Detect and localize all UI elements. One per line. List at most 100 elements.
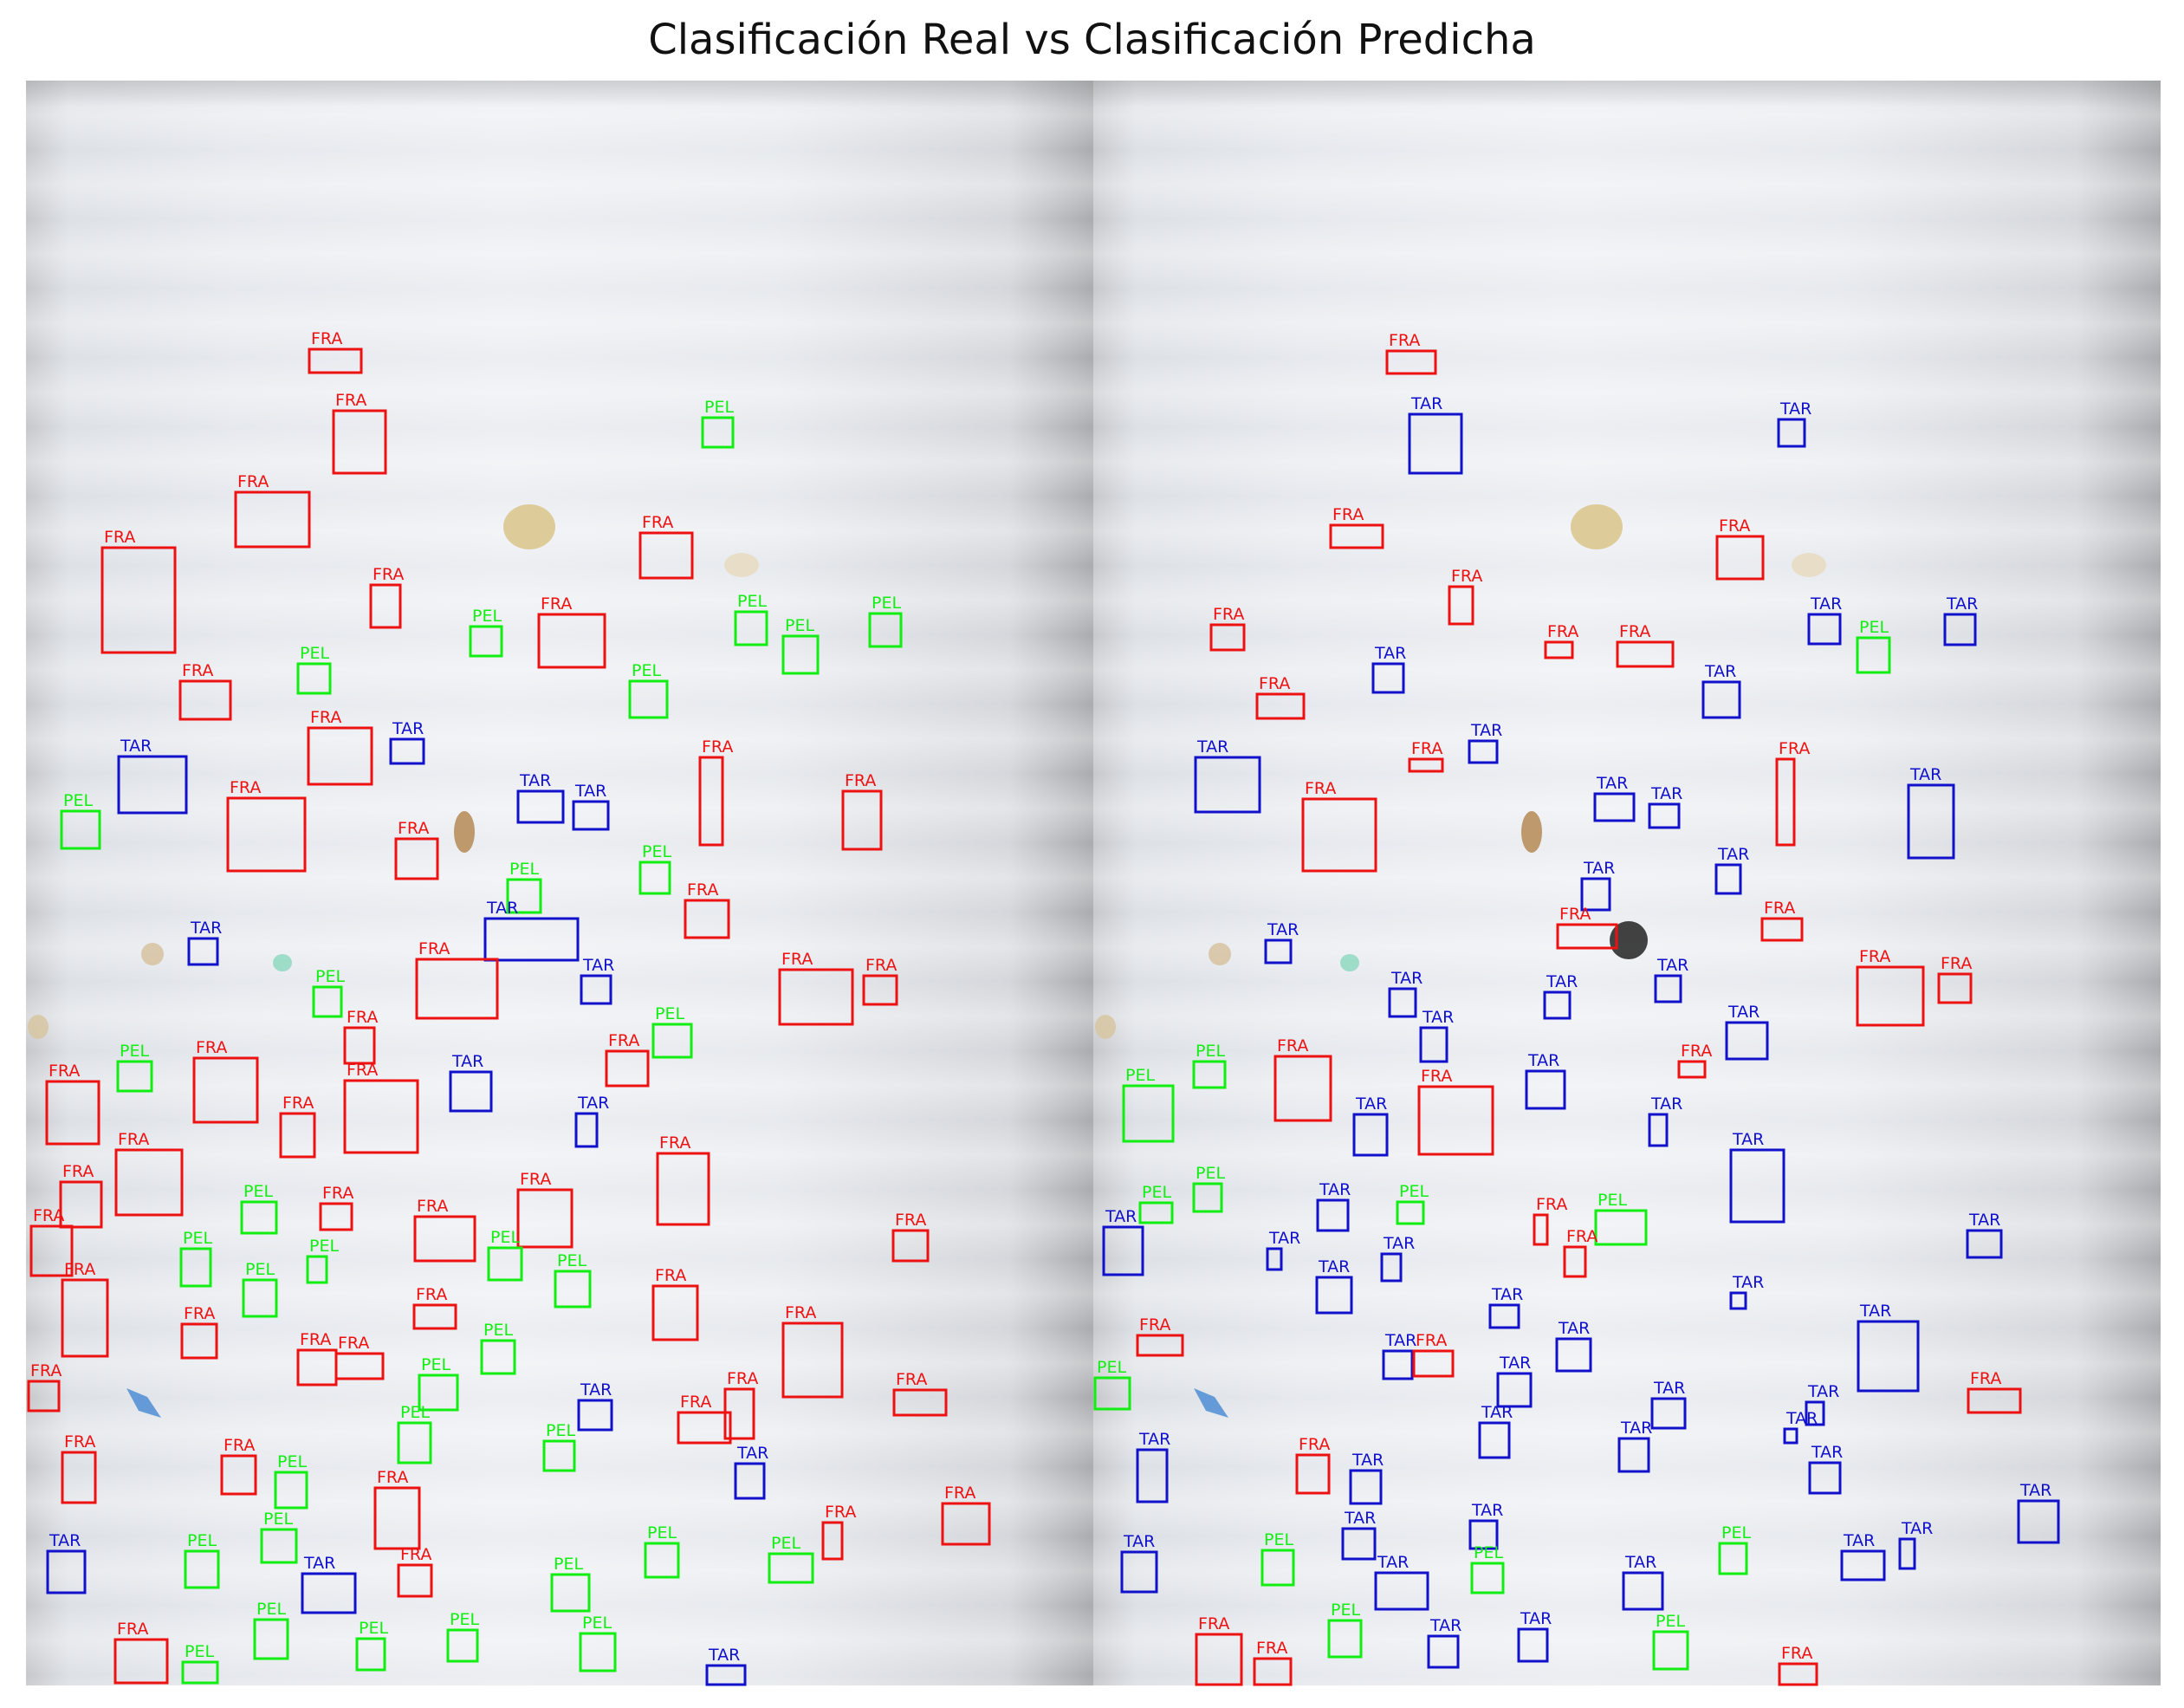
bbox-fra <box>677 1411 732 1445</box>
bbox-tar <box>1266 1247 1283 1271</box>
bbox-label: TAR <box>1807 1382 1839 1401</box>
bbox-label: FRA <box>104 528 135 547</box>
bbox-label: PEL <box>483 1321 513 1340</box>
bbox-tar <box>705 1664 747 1686</box>
bbox-label: TAR <box>1390 969 1423 988</box>
bbox-pel <box>487 1246 523 1282</box>
bbox-fra <box>1448 585 1474 626</box>
bbox-label: FRA <box>1277 1036 1308 1055</box>
bbox-label: TAR <box>1105 1207 1137 1226</box>
bbox-pel <box>781 634 820 675</box>
bbox-label: FRA <box>825 1503 856 1522</box>
bbox-fra <box>343 1079 419 1154</box>
bbox-fra <box>226 796 307 873</box>
bbox-tar <box>1701 680 1741 719</box>
bbox-label: TAR <box>1470 721 1502 740</box>
bbox-fra <box>307 726 373 786</box>
bbox-tar <box>1102 1225 1144 1276</box>
bbox-fra <box>220 1454 257 1496</box>
bbox-fra <box>1544 640 1574 659</box>
bbox-label: FRA <box>196 1038 227 1057</box>
bbox-label: FRA <box>1781 1644 1812 1663</box>
bbox-label: FRA <box>702 737 733 757</box>
bbox-label: TAR <box>582 956 614 975</box>
bbox-tar <box>1349 1469 1383 1505</box>
bbox-label: PEL <box>1097 1358 1126 1377</box>
figure-title: Clasificación Real vs Clasificación Pred… <box>648 16 1536 64</box>
bbox-label: FRA <box>781 950 813 969</box>
bbox-label: FRA <box>642 513 673 532</box>
bbox-label: PEL <box>1196 1164 1225 1183</box>
bbox-label: PEL <box>472 607 502 626</box>
bbox-label: FRA <box>347 1061 378 1080</box>
bbox-fra <box>61 1451 97 1504</box>
bbox-pel <box>179 1247 212 1288</box>
bbox-label: FRA <box>49 1062 80 1081</box>
bbox-label: PEL <box>120 1042 149 1061</box>
bbox-label: FRA <box>680 1393 711 1412</box>
bbox-pel <box>638 860 671 895</box>
bbox-label: PEL <box>642 842 671 861</box>
bbox-label: FRA <box>33 1206 64 1225</box>
bbox-label: TAR <box>1344 1509 1376 1528</box>
bbox-label: TAR <box>1901 1519 1933 1538</box>
bbox-label: PEL <box>1196 1042 1225 1061</box>
bbox-tar <box>449 1070 493 1113</box>
bbox-tar <box>1648 802 1681 829</box>
bbox-tar <box>1777 418 1806 448</box>
bbox-label: FRA <box>655 1266 686 1285</box>
bbox-label: FRA <box>1566 1227 1597 1246</box>
bbox-tar <box>1136 1448 1169 1503</box>
bbox-label: FRA <box>1559 905 1591 924</box>
particle-decorations <box>28 504 1826 1418</box>
bbox-label: TAR <box>1811 1443 1843 1462</box>
bbox-fra <box>821 1521 844 1561</box>
bbox-label: TAR <box>1596 774 1628 793</box>
bbox-tar <box>1943 613 1977 646</box>
bbox-tar <box>483 917 580 962</box>
bbox-fra <box>296 1348 338 1387</box>
bbox-tar <box>1316 1198 1350 1232</box>
bbox-pel <box>734 610 768 646</box>
bbox-label: TAR <box>1859 1302 1891 1321</box>
bbox-fra <box>29 1224 74 1277</box>
bbox-pel <box>628 679 669 719</box>
bbox-label: FRA <box>377 1468 408 1487</box>
bbox-tar <box>1427 1634 1460 1669</box>
bbox-tar <box>734 1462 766 1500</box>
bbox-fra <box>1195 1633 1243 1686</box>
bbox-fra <box>941 1502 991 1546</box>
bbox-label: PEL <box>277 1452 307 1471</box>
bbox-pel <box>60 809 101 850</box>
bbox-label: TAR <box>1520 1609 1552 1628</box>
panel-predicted-classification <box>1093 81 2161 1685</box>
bbox-label: TAR <box>1909 765 1941 784</box>
bbox-tar <box>1488 1303 1520 1329</box>
bbox-pel <box>116 1060 153 1093</box>
bbox-pel <box>542 1439 576 1472</box>
bbox-label: FRA <box>347 1008 378 1027</box>
bbox-fra <box>1255 692 1306 720</box>
bbox-tar <box>1729 1148 1785 1224</box>
bbox-tar <box>1729 1291 1747 1310</box>
bbox-tar <box>46 1549 87 1594</box>
bbox-label: FRA <box>1764 899 1795 918</box>
bbox-label: TAR <box>1546 972 1578 991</box>
bbox-pel <box>1093 1376 1131 1411</box>
bbox-label: TAR <box>1704 662 1736 681</box>
bbox-label: TAR <box>1422 1008 1454 1027</box>
bbox-label: TAR <box>190 919 222 938</box>
bbox-pel <box>418 1374 459 1412</box>
bbox-fra <box>1301 797 1377 873</box>
bbox-label: FRA <box>785 1303 816 1322</box>
bbox-fra <box>1253 1657 1293 1686</box>
bbox-pel <box>1856 636 1891 674</box>
bbox-fra <box>334 1352 385 1380</box>
bbox-tar <box>580 974 612 1005</box>
bbox-label: FRA <box>896 1370 927 1389</box>
bbox-label: FRA <box>541 594 572 614</box>
bbox-pel <box>469 625 503 658</box>
bbox-label: TAR <box>1656 956 1688 975</box>
bbox-label: PEL <box>1125 1066 1155 1085</box>
bbox-fra <box>1412 1349 1455 1378</box>
